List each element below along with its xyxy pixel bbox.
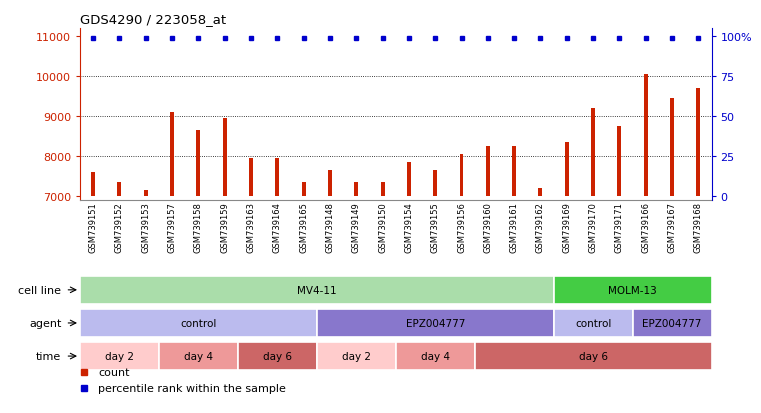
Text: day 2: day 2: [105, 351, 134, 361]
Bar: [617, 126, 622, 196]
Bar: [355, 183, 358, 196]
Bar: [328, 171, 332, 196]
Bar: [317, 342, 396, 370]
Bar: [644, 75, 648, 196]
Bar: [396, 342, 475, 370]
Bar: [670, 99, 674, 196]
Bar: [696, 89, 700, 196]
Bar: [301, 183, 306, 196]
Bar: [275, 159, 279, 196]
Bar: [80, 276, 554, 304]
Text: MV4-11: MV4-11: [297, 285, 336, 295]
Text: percentile rank within the sample: percentile rank within the sample: [98, 383, 286, 394]
Bar: [433, 171, 437, 196]
Bar: [249, 159, 253, 196]
Bar: [565, 142, 568, 196]
Text: MOLM-13: MOLM-13: [608, 285, 657, 295]
Text: control: control: [575, 318, 611, 328]
Bar: [486, 147, 490, 196]
Bar: [591, 109, 595, 196]
Text: EPZ004777: EPZ004777: [406, 318, 465, 328]
Bar: [632, 309, 712, 337]
Bar: [475, 342, 712, 370]
Text: day 6: day 6: [263, 351, 291, 361]
Bar: [170, 113, 174, 196]
Text: control: control: [180, 318, 217, 328]
Text: time: time: [37, 351, 62, 361]
Bar: [144, 190, 148, 196]
Bar: [512, 147, 516, 196]
Text: day 2: day 2: [342, 351, 371, 361]
Bar: [80, 342, 159, 370]
Bar: [539, 188, 543, 196]
Bar: [317, 309, 554, 337]
Bar: [380, 183, 384, 196]
Text: day 4: day 4: [421, 351, 450, 361]
Bar: [91, 172, 95, 196]
Bar: [237, 342, 317, 370]
Bar: [80, 309, 317, 337]
Text: EPZ004777: EPZ004777: [642, 318, 702, 328]
Bar: [407, 162, 411, 196]
Bar: [460, 154, 463, 196]
Bar: [554, 309, 632, 337]
Bar: [159, 342, 237, 370]
Text: day 4: day 4: [184, 351, 213, 361]
Text: GDS4290 / 223058_at: GDS4290 / 223058_at: [80, 13, 226, 26]
Text: cell line: cell line: [18, 285, 62, 295]
Text: agent: agent: [29, 318, 62, 328]
Bar: [117, 183, 121, 196]
Text: count: count: [98, 367, 129, 377]
Bar: [223, 119, 227, 196]
Bar: [196, 131, 200, 196]
Bar: [554, 276, 712, 304]
Text: day 6: day 6: [578, 351, 607, 361]
